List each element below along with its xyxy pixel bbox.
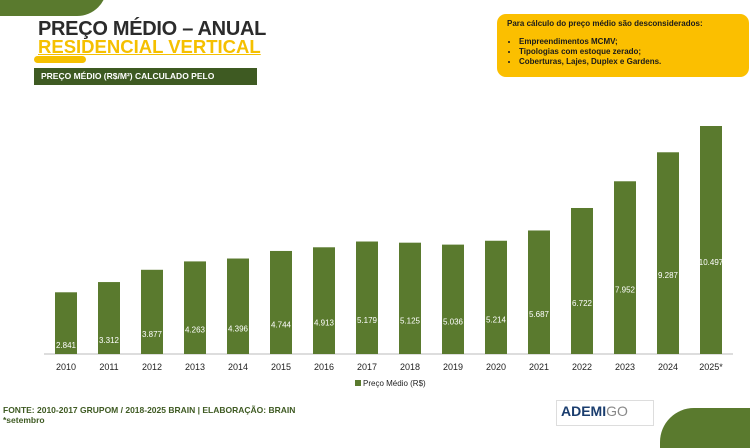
bar-2011 (98, 282, 120, 354)
bar-2017 (356, 241, 378, 354)
bar-2018 (399, 242, 421, 354)
data-label: 4.263 (185, 326, 206, 335)
x-tick-label: 2020 (486, 362, 506, 372)
data-label: 5.687 (529, 310, 550, 319)
bar-2013 (184, 261, 206, 354)
accent-pill (34, 56, 86, 63)
x-tick-label: 2017 (357, 362, 377, 372)
data-label: 4.744 (271, 320, 292, 329)
data-label: 6.722 (572, 299, 593, 308)
x-tick-label: 2019 (443, 362, 463, 372)
x-tick-label: 2010 (56, 362, 76, 372)
data-label: 3.877 (142, 330, 163, 339)
legend-swatch (355, 380, 361, 386)
x-tick-label: 2022 (572, 362, 592, 372)
x-tick-label: 2018 (400, 362, 420, 372)
data-label: 5.179 (357, 316, 378, 325)
data-label: 4.913 (314, 319, 335, 328)
bar-2012 (141, 269, 163, 354)
x-tick-label: 2015 (271, 362, 291, 372)
data-label: 5.125 (400, 316, 421, 325)
data-label: 3.312 (99, 336, 120, 345)
note-item: Coberturas, Lajes, Duplex e Gardens. (519, 57, 739, 67)
x-tick-label: 2021 (529, 362, 549, 372)
note-box: Para cálculo do preço médio são desconsi… (497, 14, 749, 77)
source: FONTE: 2010-2017 GRUPOM / 2018-2025 BRAI… (3, 405, 295, 425)
x-tick-label: 2014 (228, 362, 248, 372)
decor-bottom-right (660, 408, 750, 448)
bar-2016 (313, 247, 335, 354)
data-label: 5.214 (486, 315, 507, 324)
data-label: 7.952 (615, 286, 636, 295)
x-tick-label: 2016 (314, 362, 334, 372)
data-label: 4.396 (228, 324, 249, 333)
source-text: FONTE: 2010-2017 GRUPOM / 2018-2025 BRAI… (3, 405, 296, 415)
footnote: *setembro (3, 415, 45, 425)
bar-2025* (700, 126, 722, 354)
bar-chart: 2.841 2010 3.312 2011 3.877 2012 4.263 2013 4.39… (44, 126, 733, 388)
data-label: 2.841 (56, 341, 77, 350)
x-tick-label: 2011 (99, 362, 118, 372)
decor-top-left (0, 0, 107, 16)
bar-2010 (55, 292, 77, 354)
page-title: PREÇO MÉDIO – ANUAL (38, 18, 267, 40)
bar-2020 (485, 240, 507, 354)
data-label: 9.287 (658, 271, 679, 280)
data-label: 10.497 (699, 258, 724, 267)
note-item: Empreendimentos MCMV; (519, 37, 739, 47)
legend-label: Preço Médio (R$) (363, 379, 426, 388)
ademi-logo: ADEMIGO (556, 400, 654, 426)
x-tick-label: 2024 (658, 362, 678, 372)
x-tick-label: 2025* (699, 362, 723, 372)
bar-2019 (442, 244, 464, 354)
x-tick-label: 2012 (142, 362, 162, 372)
data-label: 5.036 (443, 317, 464, 326)
bar-2024 (657, 152, 679, 354)
bar-2022 (571, 207, 593, 354)
x-tick-label: 2013 (185, 362, 205, 372)
bar-2023 (614, 181, 636, 354)
x-tick-label: 2023 (615, 362, 635, 372)
bar-2014 (227, 258, 249, 354)
bar-2015 (270, 250, 292, 354)
chart-caption: PREÇO MÉDIO (R$/M²) CALCULADO PELO ESTOQ… (34, 68, 257, 98)
note-item: Tipologias com estoque zerado; (519, 47, 739, 57)
bar-2021 (528, 230, 550, 354)
note-title: Para cálculo do preço médio são desconsi… (507, 19, 703, 28)
page-subtitle: RESIDENCIAL VERTICAL (38, 36, 261, 57)
